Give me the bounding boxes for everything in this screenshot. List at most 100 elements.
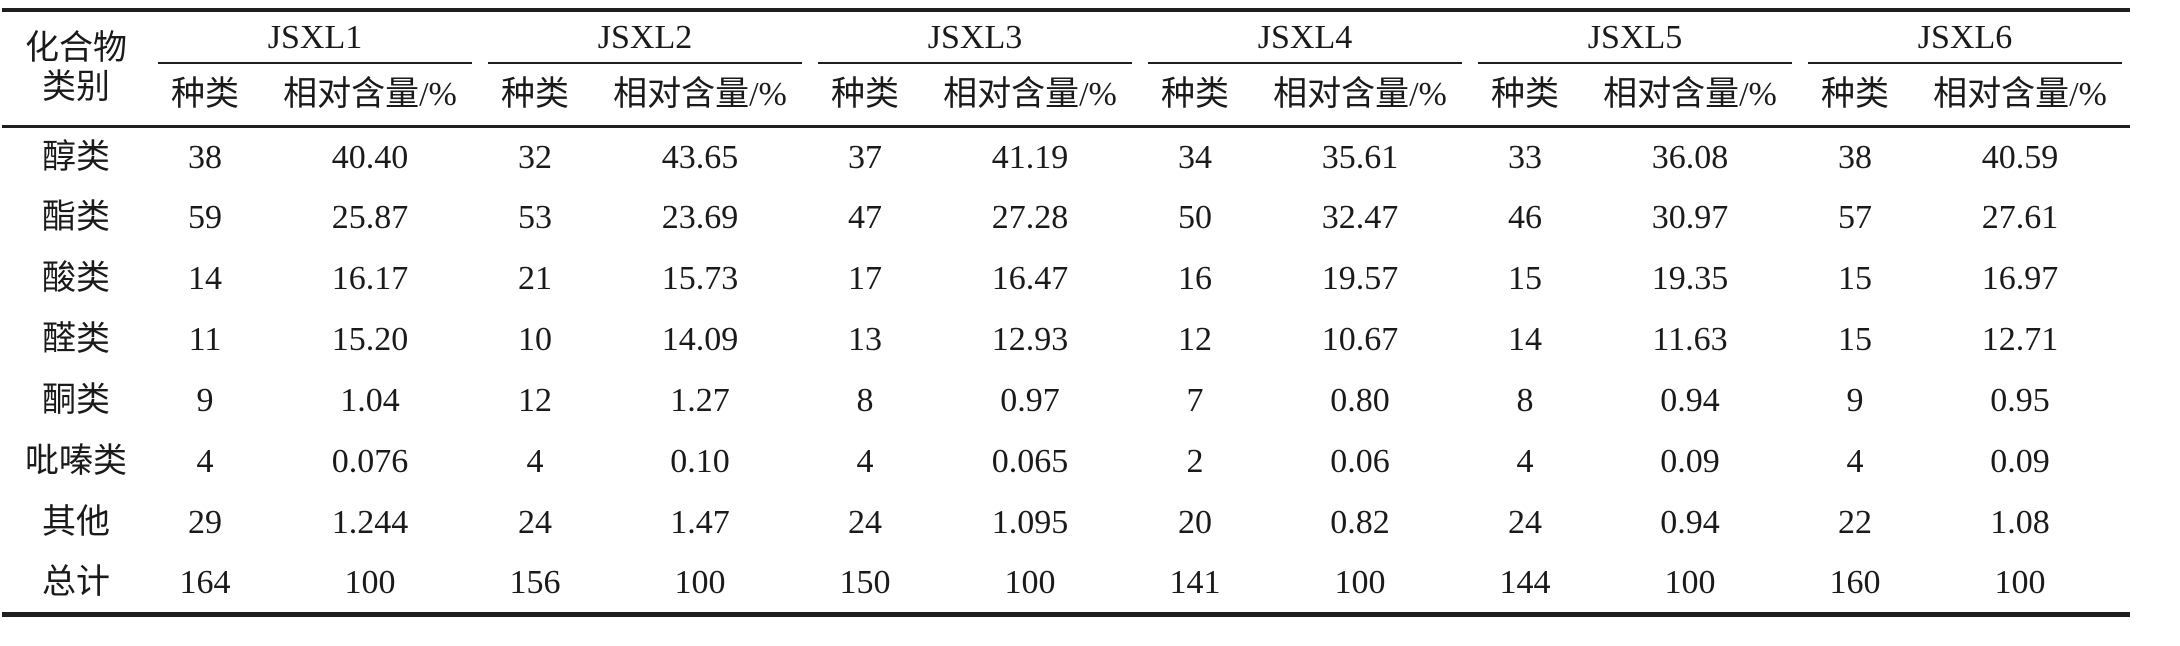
cell-relative-content: 1.244 [331,503,409,541]
cell-relative-content: 32.47 [1321,198,1399,236]
cell-species-count: 24 [848,503,882,541]
compound-category-table: 化合物 类别 JSXL1 JSXL2 JSXL3 JSXL4 JSXL5 [2,8,2130,617]
corner-header-line2: 类别 [42,69,110,107]
cell-species-count: 144 [1499,563,1551,601]
cell-species-count: 2 [1186,442,1204,480]
table-row: 总计 164 100 156 100 150 100 141 100 144 100 160 100 [2,553,2130,614]
cell-relative-content: 0.94 [1660,503,1720,541]
cell-relative-content: 0.97 [1000,381,1060,419]
cell-species-count: 4 [196,442,214,480]
cell-species-count: 21 [518,259,552,297]
cell-relative-content: 40.40 [331,138,409,176]
cell-species-count: 156 [509,563,561,601]
cell-species-count: 9 [1846,381,1864,419]
group-header-jsxl3: JSXL3 [810,10,1140,64]
row-category: 其他 [42,503,110,541]
table-row: 酮类 9 1.04 12 1.27 8 0.97 7 0.80 8 0.94 9 0.95 [2,370,2130,431]
corner-header-line1: 化合物 [25,30,127,68]
cell-relative-content: 11.63 [1652,320,1728,358]
cell-relative-content: 100 [344,563,396,601]
cell-species-count: 141 [1169,563,1221,601]
cell-species-count: 4 [1516,442,1534,480]
cell-species-count: 33 [1508,138,1542,176]
subheader-relative-content: 相对含量/% [590,64,810,128]
cell-species-count: 4 [1846,442,1864,480]
cell-relative-content: 12.71 [1981,320,2059,358]
cell-relative-content: 16.97 [1981,259,2059,297]
group-label: JSXL4 [1257,19,1353,57]
row-category: 酮类 [42,381,110,419]
group-label: JSXL3 [927,19,1023,57]
cell-relative-content: 16.47 [991,259,1069,297]
cell-relative-content: 1.04 [340,381,400,419]
cell-species-count: 37 [848,138,882,176]
subheader-relative-content: 相对含量/% [1580,64,1800,128]
cell-species-count: 59 [188,198,222,236]
cell-relative-content: 12.93 [991,320,1069,358]
cell-relative-content: 0.95 [1990,381,2050,419]
cell-species-count: 24 [1508,503,1542,541]
cell-species-count: 4 [856,442,874,480]
group-header-row: 化合物 类别 JSXL1 JSXL2 JSXL3 JSXL4 JSXL5 [2,10,2130,128]
group-header-jsxl1: JSXL1 [150,10,480,64]
cell-relative-content: 35.61 [1321,138,1399,176]
group-underline [1148,62,1462,64]
cell-species-count: 20 [1178,503,1212,541]
cell-relative-content: 15.73 [661,259,739,297]
cell-relative-content: 19.57 [1321,259,1399,297]
subheader-relative-content: 相对含量/% [920,64,1140,128]
group-header-jsxl4: JSXL4 [1140,10,1470,64]
table-header: 化合物 类别 JSXL1 JSXL2 JSXL3 JSXL4 JSXL5 [2,10,2130,128]
group-underline [1808,62,2122,64]
cell-relative-content: 40.59 [1981,138,2059,176]
cell-species-count: 15 [1508,259,1542,297]
subheader-relative-content: 相对含量/% [1910,64,2130,128]
cell-species-count: 16 [1178,259,1212,297]
group-header-jsxl2: JSXL2 [480,10,810,64]
group-label: JSXL5 [1587,19,1683,57]
cell-species-count: 15 [1838,259,1872,297]
row-category: 醛类 [42,320,110,358]
cell-species-count: 4 [526,442,544,480]
corner-header: 化合物 类别 [2,10,150,128]
table-row: 醇类 38 40.40 32 43.65 37 41.19 34 35.61 33 36.08 38 4… [2,126,2130,187]
subheader-species: 种类 [1800,64,1910,128]
cell-species-count: 38 [1838,138,1872,176]
cell-species-count: 32 [518,138,552,176]
cell-species-count: 15 [1838,320,1872,358]
cell-species-count: 53 [518,198,552,236]
cell-species-count: 14 [188,259,222,297]
cell-species-count: 14 [1508,320,1542,358]
cell-relative-content: 10.67 [1321,320,1399,358]
cell-species-count: 24 [518,503,552,541]
cell-species-count: 8 [856,381,874,419]
row-category: 酸类 [42,259,110,297]
cell-species-count: 17 [848,259,882,297]
cell-species-count: 160 [1829,563,1881,601]
cell-relative-content: 100 [1004,563,1056,601]
cell-relative-content: 0.80 [1330,381,1390,419]
subheader-species: 种类 [480,64,590,128]
cell-relative-content: 1.08 [1990,503,2050,541]
subheader-relative-content: 相对含量/% [1250,64,1470,128]
cell-relative-content: 43.65 [661,138,739,176]
cell-relative-content: 0.09 [1990,442,2050,480]
cell-relative-content: 1.095 [991,503,1069,541]
cell-species-count: 8 [1516,381,1534,419]
row-category: 吡嗪类 [25,442,127,480]
cell-species-count: 9 [196,381,214,419]
subheader-species: 种类 [1140,64,1250,128]
cell-relative-content: 19.35 [1651,259,1729,297]
cell-relative-content: 15.20 [331,320,409,358]
subheader-species: 种类 [150,64,260,128]
subheader-relative-content: 相对含量/% [260,64,480,128]
cell-relative-content: 100 [1664,563,1716,601]
table-body: 醇类 38 40.40 32 43.65 37 41.19 34 35.61 33 36.08 38 4… [2,126,2130,614]
cell-species-count: 11 [188,320,222,358]
cell-species-count: 34 [1178,138,1212,176]
table-row: 醛类 11 15.20 10 14.09 13 12.93 12 10.67 14 11.63 15 1… [2,309,2130,370]
cell-species-count: 164 [179,563,231,601]
cell-relative-content: 36.08 [1651,138,1729,176]
row-category: 酯类 [42,198,110,236]
cell-species-count: 46 [1508,198,1542,236]
